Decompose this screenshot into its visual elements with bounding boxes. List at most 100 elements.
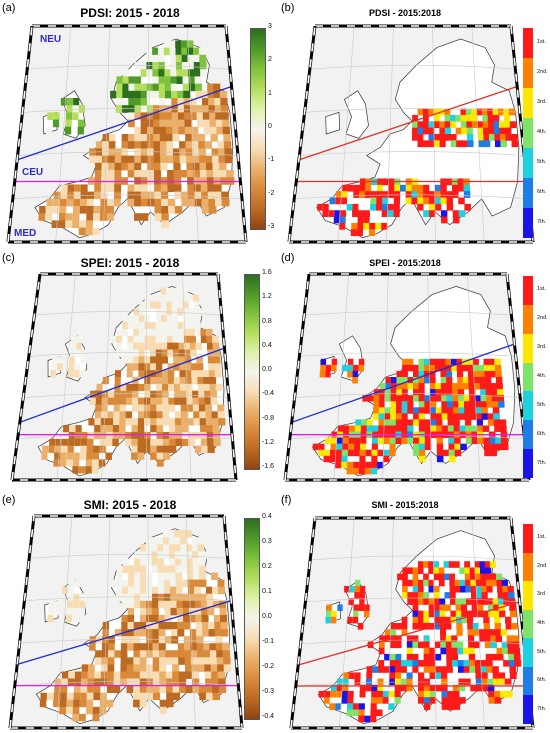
rank-cell: [358, 709, 365, 717]
rank-cell: [444, 121, 451, 129]
rank-cell: [447, 407, 454, 414]
index-cell: [162, 438, 170, 447]
index-cell: [222, 126, 231, 135]
index-cell: [159, 112, 167, 120]
index-cell: [133, 629, 141, 637]
index-cell: [155, 363, 163, 371]
rank-cell: [467, 364, 474, 372]
index-cell: [165, 657, 173, 665]
index-cell: [153, 162, 161, 171]
index-cell: [54, 452, 61, 460]
index-cell: [214, 105, 222, 113]
index-cell: [156, 452, 164, 460]
rank-cell: [418, 377, 425, 384]
rank-cell: [471, 604, 478, 612]
index-cell: [166, 692, 174, 701]
rank-cell: [434, 604, 440, 612]
rank-cell: [465, 579, 472, 587]
index-cell: [145, 537, 153, 545]
index-cell: [74, 363, 81, 371]
rank-cell: [436, 443, 444, 451]
index-cell: [214, 370, 222, 378]
rank-cell: [495, 377, 503, 384]
index-cell: [61, 678, 68, 686]
rank-cell: [417, 127, 424, 135]
index-cell: [198, 558, 206, 566]
colorbar-tick-label: -0.2: [262, 663, 275, 670]
index-cell: [128, 586, 135, 595]
rank-cell: [479, 383, 487, 390]
index-cell: [182, 607, 190, 616]
index-cell: [194, 586, 201, 595]
rank-cell: [339, 216, 346, 224]
rank-cell: [456, 140, 463, 148]
index-cell: [90, 390, 97, 398]
index-cell: [196, 643, 204, 651]
rank-cell: [383, 449, 390, 457]
panel-title: SMI - 2015:2018: [371, 500, 439, 510]
index-cell: [140, 119, 148, 128]
index-cell: [138, 342, 145, 350]
index-cell: [152, 671, 160, 679]
rank-cell: [440, 635, 447, 642]
index-cell: [121, 356, 128, 364]
index-cell: [72, 112, 79, 120]
rank-cell: [495, 370, 502, 378]
colorbar-tick-label: -1.2: [262, 438, 275, 446]
rank-cell: [407, 419, 414, 426]
index-cell: [114, 148, 122, 156]
index-cell: [172, 315, 179, 323]
index-cell: [67, 445, 74, 453]
index-cell: [102, 141, 109, 149]
index-cell: [181, 425, 189, 433]
index-cell: [217, 141, 225, 149]
rank-cell: [395, 437, 402, 445]
rank-cell: [479, 567, 486, 574]
colorbar-tick-label: 7th.: [537, 219, 547, 225]
colorbar-tick-label: 7th.: [537, 705, 547, 712]
index-cell: [181, 54, 189, 63]
index-cell: [101, 664, 108, 672]
rank-cell: [441, 690, 448, 698]
index-cell: [172, 134, 180, 142]
rank-cell: [500, 134, 507, 141]
rank-cell: [458, 401, 465, 408]
rank-cell: [337, 425, 344, 432]
rank-cell: [400, 684, 407, 692]
rank-cell: [365, 184, 372, 192]
index-cell: [110, 579, 117, 588]
index-cell: [81, 664, 89, 672]
index-cell: [93, 692, 101, 701]
index-cell: [192, 47, 200, 56]
rank-cell: [342, 364, 348, 372]
graticule-line: [19, 638, 235, 644]
rank-cell: [383, 455, 390, 463]
index-cell: [76, 335, 83, 344]
index-cell: [144, 370, 151, 378]
rank-cell: [504, 127, 512, 135]
index-cell: [203, 126, 211, 135]
index-cell: [119, 418, 126, 426]
index-cell: [176, 294, 183, 302]
index-cell: [156, 431, 164, 440]
rank-cell: [456, 364, 463, 372]
rank-cell: [395, 672, 402, 679]
index-cell: [134, 134, 142, 142]
rank-cell: [336, 690, 342, 698]
rank-cell: [487, 678, 494, 686]
index-cell: [154, 213, 162, 221]
index-cell: [163, 40, 171, 48]
index-cell: [127, 349, 134, 357]
rank-cell: [387, 210, 394, 217]
index-cell: [133, 622, 141, 630]
index-cell: [59, 206, 67, 214]
panel-title: SMI: 2015 - 2018: [83, 498, 177, 512]
rank-cell: [347, 358, 354, 366]
index-cell: [120, 643, 128, 651]
rank-cell: [475, 401, 482, 408]
index-cell: [162, 418, 170, 426]
rank-cell: [395, 407, 402, 414]
rank-cell: [401, 407, 408, 414]
index-cell: [101, 643, 109, 651]
rank-cell: [505, 134, 512, 141]
